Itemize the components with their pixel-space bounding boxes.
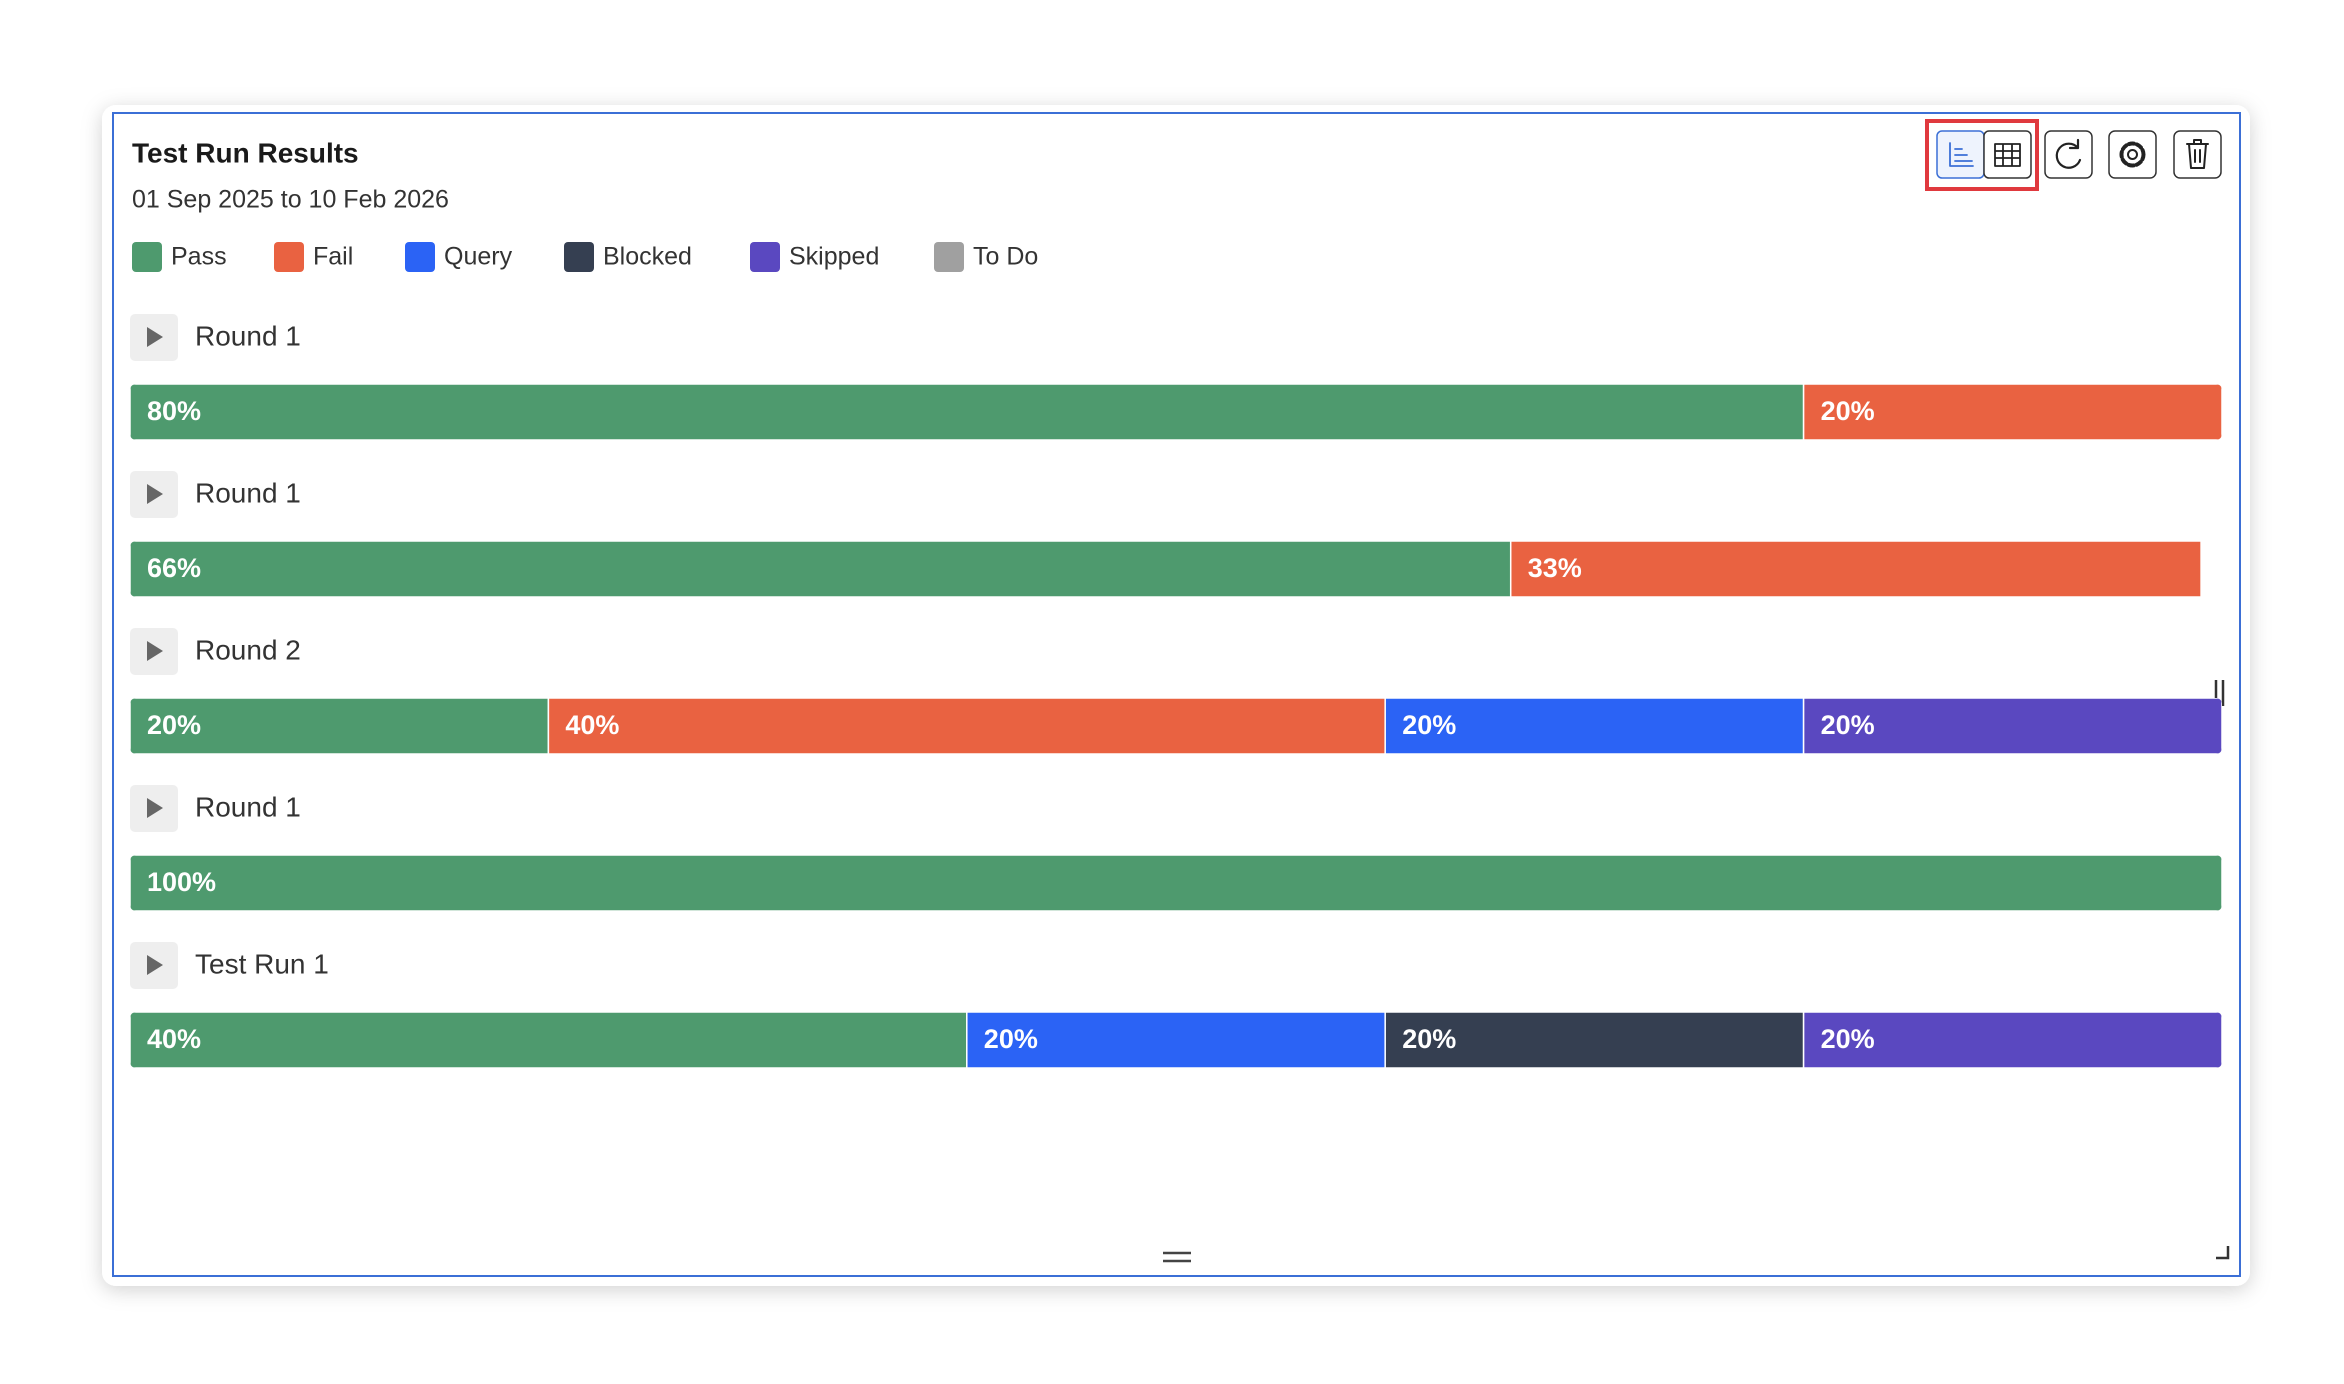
gear-center: [2127, 149, 2138, 160]
row-label: Round 2: [195, 634, 301, 665]
bar-segment: [130, 541, 1512, 597]
value-label: 20%: [1821, 396, 1875, 426]
gear-icon: [2119, 141, 2146, 168]
chart-title: Test Run Results: [132, 137, 359, 168]
row-label: Round 1: [195, 477, 301, 508]
card: [102, 105, 2250, 1286]
card-border: [112, 112, 2241, 1277]
bar-segment: [130, 1012, 968, 1068]
value-label: 20%: [1402, 1024, 1456, 1054]
value-label: 20%: [1821, 1024, 1875, 1054]
bar-row: 80% 20%: [130, 384, 2222, 440]
expand-icon: [147, 484, 163, 504]
delete-button[interactable]: [2173, 130, 2222, 179]
bar-segment: [1384, 698, 1805, 754]
bar-row: 20% 40% 20% 20%: [130, 698, 2222, 754]
legend-label: Blocked: [603, 243, 692, 271]
legend-swatch: [132, 242, 162, 272]
value-label: 20%: [984, 1024, 1038, 1054]
legend-label: Skipped: [789, 243, 879, 271]
chart-icon: [1949, 142, 1974, 167]
bar-segment: [966, 1012, 1386, 1068]
bar-segment: [130, 855, 2222, 911]
expand-icon: [147, 327, 163, 347]
value-label: 20%: [1402, 710, 1456, 740]
bar-segment: [130, 384, 1805, 440]
row-label: Round 1: [195, 320, 301, 351]
bar-segment: [1802, 698, 2222, 754]
resize-handle-corner[interactable]: [2216, 1246, 2230, 1260]
highlight-box: [1925, 119, 2039, 191]
legend-swatch: [564, 242, 594, 272]
legend-label: To Do: [973, 243, 1038, 271]
value-label: 40%: [565, 710, 619, 740]
trash-icon: [2186, 139, 2209, 169]
bar-row: 66% 33%: [130, 541, 2202, 597]
legend-swatch: [750, 242, 780, 272]
value-label: 20%: [1821, 710, 1875, 740]
refresh-icon: [2055, 138, 2082, 169]
value-label: 80%: [147, 396, 201, 426]
value-label: 33%: [1528, 553, 1582, 583]
bar-segment: [1384, 1012, 1805, 1068]
row-label: Round 1: [195, 791, 301, 822]
bar-row: 40% 20% 20% 20%: [130, 1012, 2222, 1068]
legend-swatch: [405, 242, 435, 272]
view-toggle: [1936, 130, 2032, 179]
table-view-button[interactable]: [1983, 130, 2032, 179]
bar-row: 100%: [130, 855, 2222, 911]
value-label: 100%: [147, 867, 216, 897]
row-label: Test Run 1: [195, 948, 329, 979]
resize-handle-bottom[interactable]: [1163, 1251, 1191, 1263]
expand-icon: [147, 641, 163, 661]
legend-swatch: [274, 242, 304, 272]
refresh-button[interactable]: [2044, 130, 2093, 179]
settings-button[interactable]: [2108, 130, 2157, 179]
expand-icon: [147, 955, 163, 975]
value-label: 40%: [147, 1024, 201, 1054]
legend-label: Query: [444, 243, 513, 271]
legend-label: Pass: [171, 243, 227, 271]
bar-segment: [1802, 1012, 2222, 1068]
table-icon: [1994, 143, 2021, 167]
legend-label: Fail: [313, 243, 353, 271]
expand-icon: [147, 798, 163, 818]
value-label: 20%: [147, 710, 201, 740]
bar-segment: [547, 698, 1386, 754]
value-label: 66%: [147, 553, 201, 583]
chart-subtitle: 01 Sep 2025 to 10 Feb 2026: [132, 186, 449, 214]
bar-segment: [1802, 384, 2222, 440]
legend-swatch: [934, 242, 964, 272]
bar-segment: [1509, 541, 2202, 597]
